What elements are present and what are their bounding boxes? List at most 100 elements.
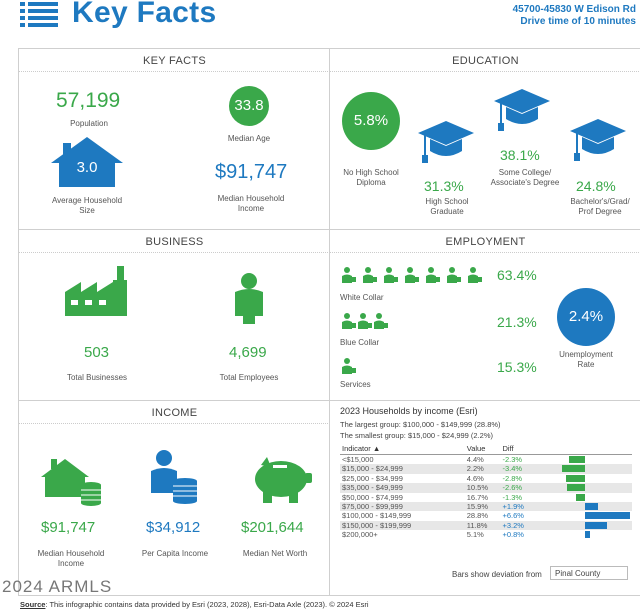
per-capita-income-label: Per Capita Income — [141, 549, 209, 558]
smallest-group-text: The smallest group: $15,000 - $24,999 (2… — [340, 431, 494, 440]
diff-column-header[interactable]: Diff — [500, 443, 543, 455]
diff-cell: +3.2% — [500, 520, 543, 531]
white-collar-label: White Collar — [340, 293, 384, 302]
indicator-cell: $100,000 - $149,999 — [342, 511, 412, 521]
indicator-column-header[interactable]: Indicator ▲ — [340, 443, 465, 455]
white-collar-value: 63.4% — [497, 267, 537, 283]
table-row: $25,000 - $34,999 4.6% -2.8% — [340, 474, 632, 483]
some-college-value: 38.1% — [500, 147, 540, 163]
value-cell: 4.6% — [466, 473, 484, 483]
diff-cell: -2.6% — [500, 483, 543, 493]
table-header-row: Indicator ▲ Value Diff — [340, 443, 632, 455]
median-household-income-label: Median Household Income — [37, 549, 105, 568]
person-coins-icon — [149, 449, 199, 505]
value-cell: 28.8% — [466, 511, 489, 521]
indicator-cell: $150,000 - $199,999 — [340, 520, 465, 531]
source-link[interactable]: Source — [20, 600, 46, 609]
diff-cell: -3.4% — [500, 464, 543, 474]
median-household-income-value: $91,747 — [41, 519, 96, 536]
no-high-school-circle: 5.8% — [342, 92, 400, 150]
bar-cell — [542, 464, 632, 474]
median-age-value: 33.8 — [234, 97, 264, 114]
table-row: $200,000+ 5.1% +0.8% — [340, 530, 632, 539]
value-column-header[interactable]: Value — [464, 443, 501, 455]
indicator-cell: $75,000 - $99,999 — [340, 502, 465, 512]
value-cell: 11.8% — [464, 520, 501, 531]
population-value: 57,199 — [56, 89, 121, 112]
services-icons — [342, 358, 363, 379]
white-collar-worker-icon — [342, 267, 356, 283]
list-icon — [20, 2, 60, 28]
total-employees-label: Total Employees — [219, 373, 279, 382]
table-row: $100,000 - $149,999 28.8% +6.6% — [340, 511, 632, 520]
drive-time-text: Drive time of 10 minutes — [520, 16, 636, 27]
grad-cap-icon — [418, 121, 474, 167]
blue-collar-worker-icon — [358, 313, 372, 329]
footer-source: Source: This infographic contains data p… — [20, 600, 369, 609]
bar-cell — [542, 483, 632, 493]
indicator-cell: $35,000 - $49,999 — [340, 483, 465, 493]
services-worker-icon — [342, 358, 356, 374]
deviation-bar — [585, 531, 591, 539]
section-title: INCOME — [151, 407, 198, 419]
value-cell: 2.2% — [464, 464, 501, 474]
median-income-label: Median Household Income — [217, 194, 285, 213]
blue-collar-label: Blue Collar — [340, 338, 380, 347]
section-title: EMPLOYMENT — [445, 236, 526, 248]
bar-cell — [542, 493, 632, 502]
net-worth-label: Median Net Worth — [242, 549, 308, 558]
white-collar-worker-icon — [405, 267, 419, 283]
per-capita-income-value: $34,912 — [146, 519, 201, 536]
value-cell: 5.1% — [466, 530, 484, 540]
median-age-circle: 33.8 — [229, 86, 269, 126]
value-cell: 4.4% — [466, 455, 484, 464]
comparison-area-value: Pinal County — [555, 569, 601, 578]
table-row: <$15,000 4.4% -2.3% — [340, 455, 632, 465]
unemployment-value: 2.4% — [568, 308, 604, 325]
white-collar-icons — [342, 267, 489, 288]
white-collar-worker-icon — [363, 267, 377, 283]
comparison-area-select[interactable]: Pinal County — [550, 566, 628, 580]
diff-cell: -1.3% — [502, 492, 523, 502]
deviation-bar — [576, 493, 585, 501]
blue-collar-worker-icon — [342, 313, 356, 329]
house-icon — [51, 137, 123, 187]
median-income-value: $91,747 — [215, 161, 288, 183]
bachelors-value: 24.8% — [576, 178, 616, 194]
diff-cell: -2.8% — [502, 473, 523, 483]
total-businesses-value: 503 — [84, 344, 110, 361]
bar-column-header — [542, 443, 632, 455]
high-school-label: High School Graduate — [425, 197, 469, 216]
deviation-bar — [585, 521, 607, 529]
income-table: Indicator ▲ Value Diff <$15,000 4.4% -2.3%… — [340, 443, 632, 540]
education-panel: EDUCATION 5.8% No High School Diploma 31… — [329, 48, 640, 231]
section-title: KEY FACTS — [142, 55, 207, 67]
bachelors-label: Bachelor's/Grad/ Prof Degree — [570, 197, 630, 216]
population-label: Population — [70, 119, 108, 128]
blue-collar-value: 21.3% — [497, 314, 537, 330]
median-age-label: Median Age — [227, 134, 271, 143]
household-size-label: Average Household Size — [51, 196, 123, 215]
address-text: 45700-45830 W Edison Rd — [512, 4, 636, 15]
deviation-bar — [561, 465, 585, 473]
services-value: 15.3% — [497, 359, 537, 375]
grad-cap-icon — [570, 119, 626, 165]
indicator-cell: $15,000 - $24,999 — [340, 464, 465, 474]
deviation-bar — [567, 484, 585, 492]
households-title: 2023 Households by income (Esri) — [340, 406, 478, 416]
person-icon — [231, 272, 267, 324]
value-cell: 16.7% — [466, 492, 489, 502]
section-title: BUSINESS — [145, 236, 204, 248]
deviation-bar — [585, 512, 630, 520]
watermark-text: 2024 ARMLS — [2, 577, 113, 596]
diff-cell: +1.9% — [500, 502, 543, 512]
value-cell: 10.5% — [464, 483, 501, 493]
total-employees-value: 4,699 — [229, 344, 267, 361]
no-high-school-value: 5.8% — [353, 112, 389, 129]
bar-cell — [542, 474, 632, 483]
blue-collar-worker-icon — [374, 313, 388, 329]
total-businesses-label: Total Businesses — [66, 373, 128, 382]
indicator-cell: $50,000 - $74,999 — [342, 492, 403, 502]
diff-cell: +6.6% — [502, 511, 524, 521]
table-row: $35,000 - $49,999 10.5% -2.6% — [340, 483, 632, 493]
